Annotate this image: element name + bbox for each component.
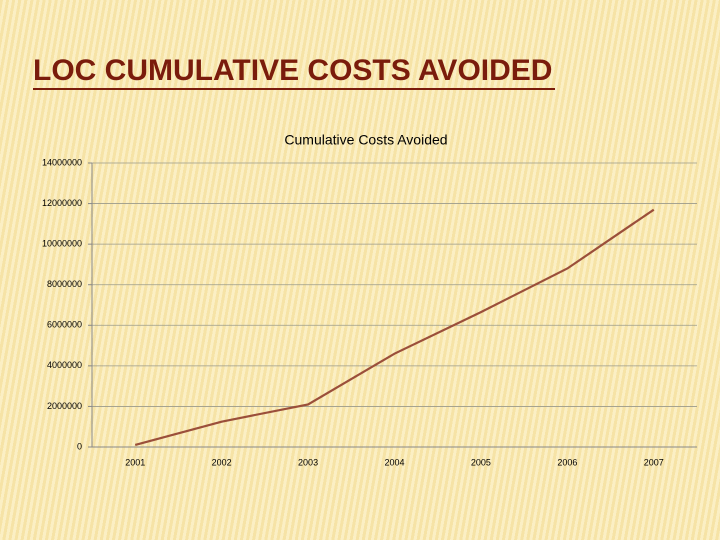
x-tick-label: 2006 (557, 457, 577, 467)
y-tick-label: 8000000 (47, 279, 82, 289)
y-tick-label: 4000000 (47, 360, 82, 370)
data-line (134, 208, 655, 447)
chart-title: Cumulative Costs Avoided (284, 132, 447, 148)
x-tick-label: 2004 (384, 457, 404, 467)
y-tick-label: 12000000 (42, 198, 82, 208)
y-tick-label: 2000000 (47, 401, 82, 411)
x-tick-label: 2003 (298, 457, 318, 467)
y-tick-label: 6000000 (47, 320, 82, 330)
y-tick-label: 0 (77, 441, 82, 451)
slide-title: LOC CUMULATIVE COSTS AVOIDED (33, 54, 552, 87)
x-tick-label: 2002 (212, 457, 232, 467)
x-tick-label: 2007 (644, 457, 664, 467)
y-tick-label: 14000000 (42, 157, 82, 167)
y-tick-label: 10000000 (42, 239, 82, 249)
x-tick-label: 2001 (125, 457, 145, 467)
x-tick-label: 2005 (471, 457, 491, 467)
